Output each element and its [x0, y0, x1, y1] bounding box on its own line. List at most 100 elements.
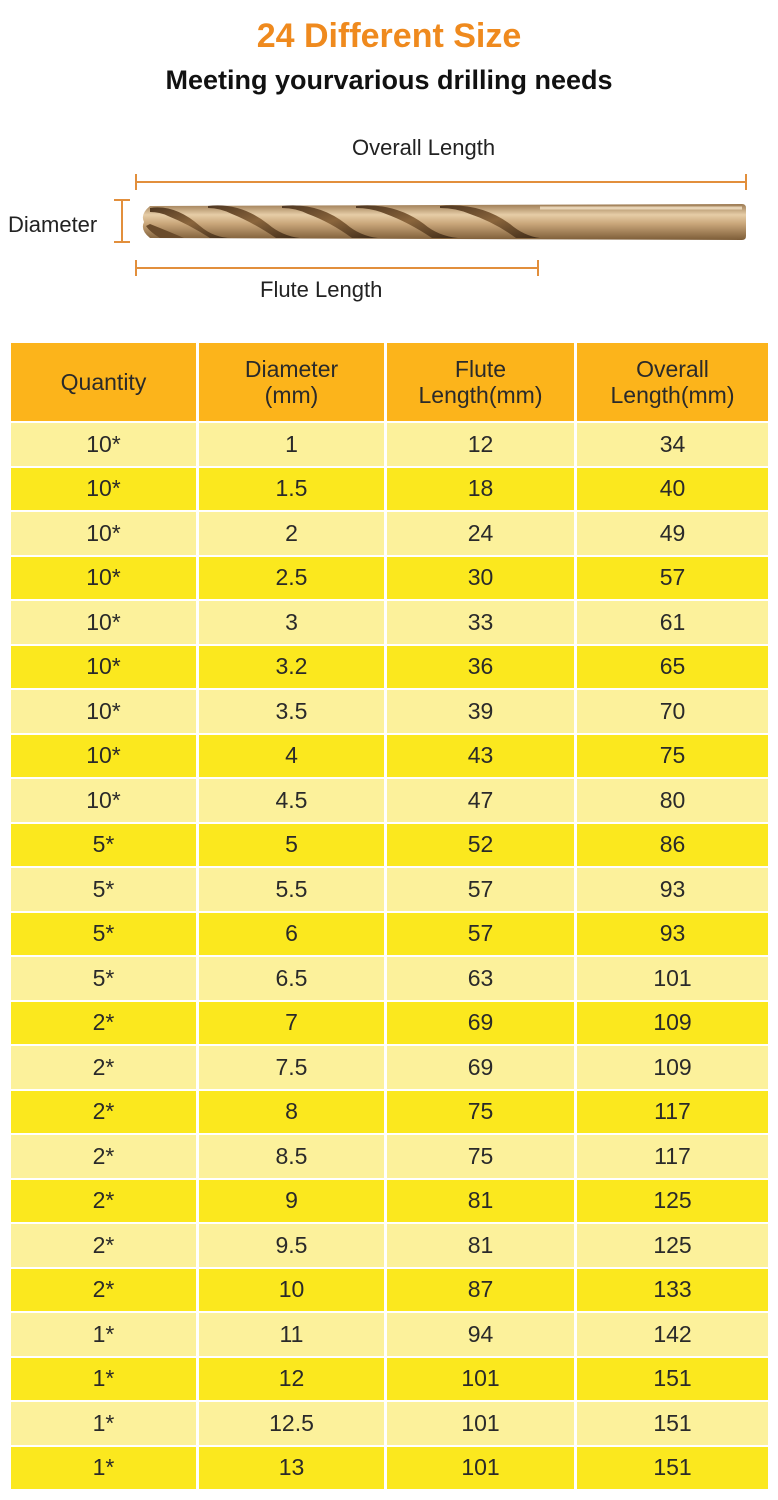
diameter-cell: 3	[199, 601, 384, 646]
header-flute-line2: Length(mm)	[418, 382, 543, 408]
table-row: 2* 7 69 109	[11, 1001, 768, 1046]
quantity-cell: 10*	[11, 734, 196, 779]
diameter-cell: 3.2	[199, 645, 384, 690]
diameter-cell: 9	[199, 1179, 384, 1224]
quantity-cell: 2*	[11, 1046, 196, 1091]
overall-length-cell: 101	[577, 957, 768, 1002]
table-row: 1* 12.5 101 151	[11, 1402, 768, 1447]
quantity-cell: 1*	[11, 1313, 196, 1358]
quantity-cell: 5*	[11, 823, 196, 868]
quantity-cell: 5*	[11, 957, 196, 1002]
flute-length-cell: 52	[387, 823, 574, 868]
overall-length-cell: 65	[577, 645, 768, 690]
header-diameter-line2: (mm)	[264, 382, 319, 408]
flute-length-cell: 39	[387, 690, 574, 735]
quantity-cell: 10*	[11, 512, 196, 557]
header-overall-line2: Length(mm)	[610, 382, 735, 408]
table-row: 10* 2 24 49	[11, 512, 768, 557]
overall-length-cell: 117	[577, 1090, 768, 1135]
header-quantity: Quantity	[11, 343, 196, 423]
flute-length-dimension	[135, 260, 539, 276]
table-row: 10* 4.5 47 80	[11, 779, 768, 824]
table-row: 10* 3.2 36 65	[11, 645, 768, 690]
diameter-cell: 10	[199, 1268, 384, 1313]
overall-length-cell: 93	[577, 912, 768, 957]
overall-length-cell: 80	[577, 779, 768, 824]
table-row: 10* 2.5 30 57	[11, 556, 768, 601]
table-row: 10* 1 12 34	[11, 423, 768, 468]
diameter-cell: 12	[199, 1357, 384, 1402]
header-diameter-line1: Diameter	[244, 356, 339, 382]
header-flute-length: Flute Length(mm)	[387, 343, 574, 423]
diameter-cell: 1.5	[199, 467, 384, 512]
diameter-cell: 1	[199, 423, 384, 468]
overall-length-cell: 151	[577, 1402, 768, 1447]
overall-length-cell: 151	[577, 1446, 768, 1491]
quantity-cell: 5*	[11, 912, 196, 957]
overall-length-cell: 109	[577, 1001, 768, 1046]
flute-length-cell: 94	[387, 1313, 574, 1358]
drill-bit	[142, 204, 746, 240]
size-table-container: Quantity Diameter (mm) Flute Length(mm) …	[11, 343, 768, 1491]
table-row: 2* 9 81 125	[11, 1179, 768, 1224]
overall-length-cell: 86	[577, 823, 768, 868]
flute-length-cell: 47	[387, 779, 574, 824]
overall-length-cell: 34	[577, 423, 768, 468]
table-row: 2* 9.5 81 125	[11, 1224, 768, 1269]
diameter-cell: 5.5	[199, 868, 384, 913]
diameter-cell: 9.5	[199, 1224, 384, 1269]
quantity-cell: 1*	[11, 1446, 196, 1491]
overall-length-cell: 142	[577, 1313, 768, 1358]
table-row: 1* 13 101 151	[11, 1446, 768, 1491]
flute-length-cell: 69	[387, 1001, 574, 1046]
diameter-cell: 8.5	[199, 1135, 384, 1180]
header-quantity-label: Quantity	[60, 369, 147, 395]
table-header-row: Quantity Diameter (mm) Flute Length(mm) …	[11, 343, 768, 423]
flute-length-cell: 69	[387, 1046, 574, 1091]
page-title: 24 Different Size	[256, 17, 522, 55]
overall-length-cell: 57	[577, 556, 768, 601]
table-row: 2* 8.5 75 117	[11, 1135, 768, 1180]
overall-length-cell: 133	[577, 1268, 768, 1313]
table-row: 5* 5.5 57 93	[11, 868, 768, 913]
table-row: 5* 5 52 86	[11, 823, 768, 868]
header-overall-length: Overall Length(mm)	[577, 343, 768, 423]
diameter-cell: 5	[199, 823, 384, 868]
overall-length-cell: 70	[577, 690, 768, 735]
diameter-cell: 13	[199, 1446, 384, 1491]
quantity-cell: 2*	[11, 1090, 196, 1135]
overall-length-cell: 75	[577, 734, 768, 779]
drill-bit-diagram: Overall Length Diameter Flute Length	[0, 120, 778, 310]
quantity-cell: 10*	[11, 779, 196, 824]
flute-length-cell: 36	[387, 645, 574, 690]
quantity-cell: 5*	[11, 868, 196, 913]
header-diameter: Diameter (mm)	[199, 343, 384, 423]
quantity-cell: 1*	[11, 1402, 196, 1447]
diameter-cell: 2.5	[199, 556, 384, 601]
flute-length-cell: 81	[387, 1179, 574, 1224]
flute-length-cell: 33	[387, 601, 574, 646]
flute-length-cell: 101	[387, 1402, 574, 1447]
quantity-cell: 10*	[11, 467, 196, 512]
overall-length-cell: 93	[577, 868, 768, 913]
overall-length-cell: 151	[577, 1357, 768, 1402]
flute-length-cell: 101	[387, 1357, 574, 1402]
diameter-cell: 6	[199, 912, 384, 957]
table-row: 10* 1.5 18 40	[11, 467, 768, 512]
flute-length-cell: 75	[387, 1090, 574, 1135]
quantity-cell: 2*	[11, 1268, 196, 1313]
diameter-cell: 11	[199, 1313, 384, 1358]
flute-length-cell: 18	[387, 467, 574, 512]
table-row: 10* 3.5 39 70	[11, 690, 768, 735]
quantity-cell: 10*	[11, 556, 196, 601]
table-row: 1* 11 94 142	[11, 1313, 768, 1358]
overall-length-cell: 125	[577, 1179, 768, 1224]
drill-bit-illustration	[114, 174, 747, 276]
quantity-cell: 2*	[11, 1179, 196, 1224]
overall-length-cell: 125	[577, 1224, 768, 1269]
quantity-cell: 1*	[11, 1357, 196, 1402]
overall-length-dimension	[135, 174, 747, 190]
size-table: Quantity Diameter (mm) Flute Length(mm) …	[8, 343, 771, 1491]
flute-length-cell: 57	[387, 868, 574, 913]
page-subtitle: Meeting yourvarious drilling needs	[165, 65, 613, 95]
